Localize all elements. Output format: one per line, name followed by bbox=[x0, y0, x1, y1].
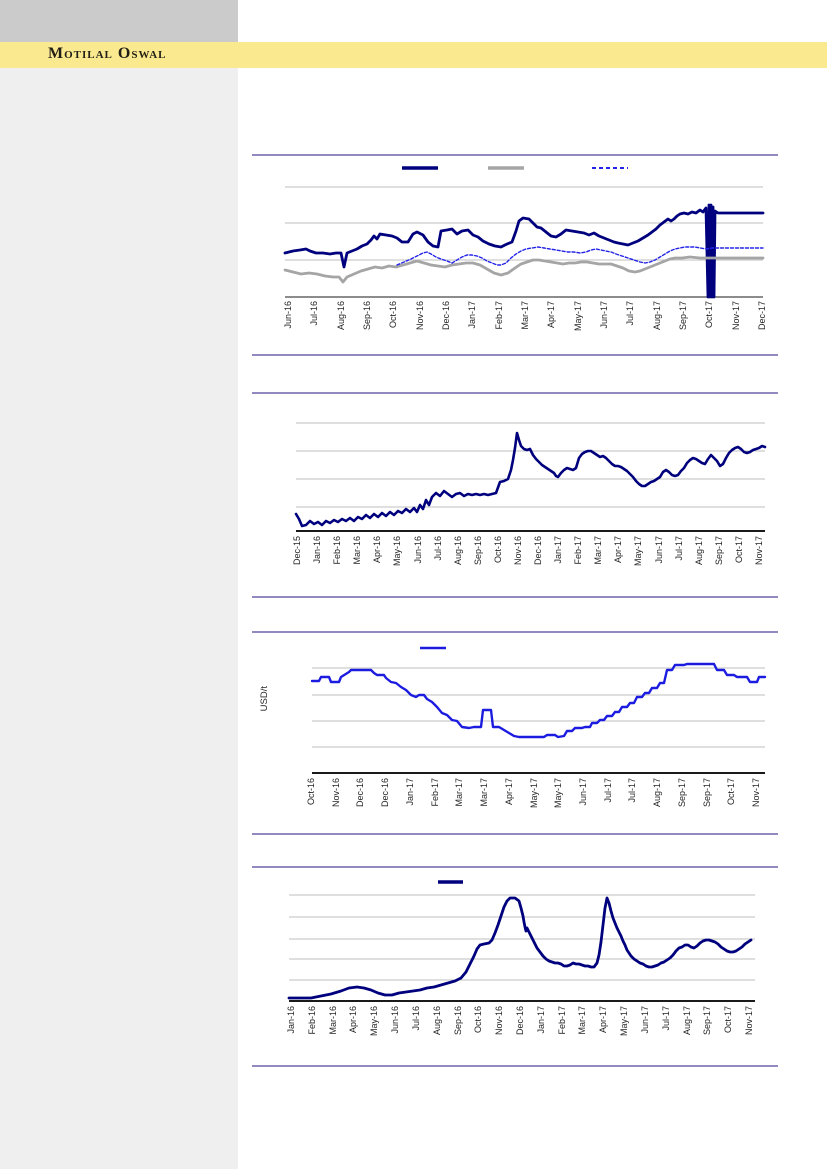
multi-series-trend-chart-x-axis-label: Jun-17 bbox=[599, 301, 609, 329]
spread-trend-chart-x-axis-label: Apr-16 bbox=[348, 1006, 359, 1034]
spread-trend-chart-x-axis-label: Oct-16 bbox=[473, 1006, 484, 1034]
usd-per-tonne-stepped-chart-series-1-line bbox=[310, 662, 767, 739]
spread-trend-chart-x-axis-label: Nov-16 bbox=[494, 1006, 505, 1036]
single-line-price-chart-x-axis-label: Jul-17 bbox=[673, 536, 684, 561]
spread-trend-chart-x-axis-label: Jul-16 bbox=[410, 1006, 421, 1031]
usd-per-tonne-stepped-chart-x-axis-label: Aug-17 bbox=[652, 778, 663, 808]
usd-per-tonne-stepped-chart-x-axis-label: May-17 bbox=[553, 778, 564, 809]
usd-per-tonne-stepped-chart-x-axis-label: Jun-17 bbox=[577, 778, 588, 806]
single-line-price-chart-x-axis-label: Jan-17 bbox=[553, 536, 564, 564]
single-line-price-chart-x-axis-label: Apr-16 bbox=[372, 536, 383, 564]
usd-per-tonne-stepped-chart-x-axis-label: Dec-16 bbox=[355, 778, 366, 808]
single-line-price-chart-x-axis-label: Oct-17 bbox=[733, 536, 744, 564]
single-line-price-chart-x-axis-label: Apr-17 bbox=[613, 536, 624, 564]
multi-series-trend-chart-x-axis-label: Aug-16 bbox=[335, 301, 346, 331]
single-line-price-chart-x-axis-label: Feb-17 bbox=[573, 536, 584, 565]
usd-per-tonne-stepped-chart-x-axis-label: Sep-17 bbox=[676, 778, 687, 808]
usd-per-tonne-stepped-chart-x-axis-label: Feb-17 bbox=[429, 778, 440, 807]
multi-series-trend-chart-x-axis-label: Sep-16 bbox=[362, 301, 372, 331]
usd-per-tonne-stepped-chart-x-axis-label: Oct-17 bbox=[726, 778, 737, 806]
multi-series-trend-chart-x-axis-label: Oct-16 bbox=[388, 301, 399, 329]
usd-per-tonne-stepped-chart-x-axis-label: Nov-17 bbox=[751, 778, 761, 808]
spread-trend-chart-x-axis-label: Sep-17 bbox=[702, 1006, 713, 1036]
spread-trend-chart-series-1-line bbox=[287, 896, 753, 1000]
header-corner-block bbox=[0, 0, 238, 42]
spread-trend-chart-x-axis-label: Aug-16 bbox=[431, 1006, 442, 1036]
single-line-price-chart-x-axis-label: Feb-16 bbox=[332, 536, 343, 565]
spread-trend-chart-x-axis-label: Dec-16 bbox=[515, 1006, 525, 1036]
single-line-price-chart-x-axis-label: Dec-15 bbox=[292, 536, 302, 566]
multi-series-trend-chart-x-axis-label: Apr-17 bbox=[546, 301, 557, 329]
single-line-price-chart-x-axis-label: May-16 bbox=[392, 536, 403, 567]
single-line-price-chart-x-axis-label: Jan-16 bbox=[312, 536, 323, 564]
multi-series-trend-chart-x-axis-label: Dec-16 bbox=[441, 301, 451, 331]
multi-series-trend-chart-x-axis-label: Mar-17 bbox=[520, 301, 530, 330]
usd-per-tonne-stepped-chart-x-axis-label: May-17 bbox=[528, 778, 539, 809]
spread-trend-chart-x-axis-label: Sep-16 bbox=[452, 1006, 463, 1036]
multi-series-trend-chart-x-axis-label: Nov-16 bbox=[414, 301, 425, 331]
single-line-price-chart-x-axis-label: Nov-17 bbox=[754, 536, 764, 566]
single-line-price-chart-x-axis-label: Jun-17 bbox=[653, 536, 664, 564]
single-line-price-chart-x-axis-label: Jun-16 bbox=[412, 536, 423, 564]
spread-trend-chart-x-axis-label: Nov-17 bbox=[744, 1006, 754, 1036]
multi-series-trend-chart-series-1-line bbox=[283, 203, 765, 299]
multi-series-trend-chart-x-axis-label: Jan-17 bbox=[467, 301, 478, 329]
spread-trend-chart-x-axis-label: May-17 bbox=[619, 1006, 630, 1037]
spread-trend-chart-x-axis-label: Jan-16 bbox=[286, 1006, 296, 1034]
single-line-price-chart-series-1-line bbox=[294, 431, 767, 528]
spread-trend-chart-x-axis-label: Jun-17 bbox=[639, 1006, 650, 1034]
spread-trend-chart-x-axis-label: Feb-16 bbox=[306, 1006, 317, 1035]
multi-series-trend-chart-x-axis-label: Feb-17 bbox=[493, 301, 504, 330]
usd-per-tonne-stepped-chart-x-axis-label: Dec-16 bbox=[380, 778, 391, 808]
single-line-price-chart-x-axis-label: Sep-17 bbox=[713, 536, 724, 566]
spread-trend-chart-x-axis-label: Oct-17 bbox=[723, 1006, 734, 1034]
spread-trend-chart-x-axis-label: Feb-17 bbox=[556, 1006, 567, 1035]
multi-series-trend-chart-x-axis-label: Sep-17 bbox=[678, 301, 688, 331]
single-line-price-chart-x-axis-label: Nov-16 bbox=[512, 536, 523, 566]
brand-logo-text: Motilal Oswal bbox=[48, 45, 167, 62]
usd-per-tonne-stepped-chart-x-axis-label: Nov-16 bbox=[330, 778, 341, 808]
single-line-price-chart-x-axis-label: May-17 bbox=[633, 536, 644, 567]
single-line-price-chart-x-axis-label: Oct-16 bbox=[492, 536, 503, 564]
spread-trend-chart-x-axis-label: May-16 bbox=[369, 1006, 380, 1037]
usd-per-tonne-stepped-chart-y-axis-label: USD/t bbox=[259, 686, 270, 712]
spread-trend-chart-x-axis-label: Mar-17 bbox=[577, 1006, 588, 1035]
multi-series-trend-chart-series-3-line bbox=[396, 246, 764, 266]
usd-per-tonne-stepped-chart-x-axis-label: Apr-17 bbox=[503, 778, 514, 806]
usd-per-tonne-stepped-chart-x-axis-label: Mar-17 bbox=[454, 778, 465, 807]
spread-trend-chart-x-axis-label: Jun-16 bbox=[390, 1006, 401, 1034]
multi-series-trend-chart-x-axis-label: Aug-17 bbox=[651, 301, 662, 331]
single-line-price-chart-x-axis-label: Aug-17 bbox=[693, 536, 704, 566]
multi-series-trend-chart-x-axis-label: Jul-16 bbox=[309, 301, 320, 326]
single-line-price-chart-x-axis-label: Aug-16 bbox=[452, 536, 463, 566]
multi-series-trend-chart-x-axis-label: Jun-16 bbox=[283, 301, 293, 329]
multi-series-trend-chart-x-axis-label: May-17 bbox=[572, 301, 583, 332]
single-line-price-chart-x-axis-label: Sep-16 bbox=[472, 536, 483, 566]
single-line-price-chart-x-axis-label: Mar-16 bbox=[352, 536, 363, 565]
spread-trend-chart-x-axis-label: Jan-17 bbox=[535, 1006, 546, 1034]
usd-per-tonne-stepped-chart-x-axis-label: Jul-17 bbox=[602, 778, 613, 803]
usd-per-tonne-stepped-chart-x-axis-label: Mar-17 bbox=[479, 778, 490, 807]
single-line-price-chart-x-axis-label: Jul-16 bbox=[432, 536, 443, 561]
usd-per-tonne-stepped-chart-x-axis-label: Jul-17 bbox=[627, 778, 638, 803]
single-line-price-chart-x-axis-label: Mar-17 bbox=[593, 536, 604, 565]
multi-series-trend-chart-x-axis-label: Dec-17 bbox=[757, 301, 767, 331]
usd-per-tonne-stepped-chart-x-axis-label: Jan-17 bbox=[404, 778, 415, 806]
spread-trend-chart-x-axis-label: Aug-17 bbox=[681, 1006, 692, 1036]
single-line-price-chart-x-axis-label: Dec-16 bbox=[533, 536, 544, 566]
usd-per-tonne-stepped-chart-x-axis-label: Oct-16 bbox=[306, 778, 316, 806]
usd-per-tonne-stepped-chart-x-axis-label: Sep-17 bbox=[701, 778, 712, 808]
multi-series-trend-chart-series-2-line bbox=[283, 255, 765, 284]
brand-band: Motilal Oswal bbox=[0, 42, 827, 68]
multi-series-trend-chart-x-axis-label: Nov-17 bbox=[730, 301, 741, 331]
spread-trend-chart-x-axis-label: Jul-17 bbox=[660, 1006, 671, 1031]
left-margin-panel bbox=[0, 68, 238, 1169]
multi-series-trend-chart-x-axis-label: Jul-17 bbox=[625, 301, 636, 326]
multi-series-trend-chart-x-axis-label: Oct-17 bbox=[704, 301, 715, 329]
spread-trend-chart-x-axis-label: Mar-16 bbox=[327, 1006, 338, 1035]
spread-trend-chart-x-axis-label: Apr-17 bbox=[598, 1006, 609, 1034]
